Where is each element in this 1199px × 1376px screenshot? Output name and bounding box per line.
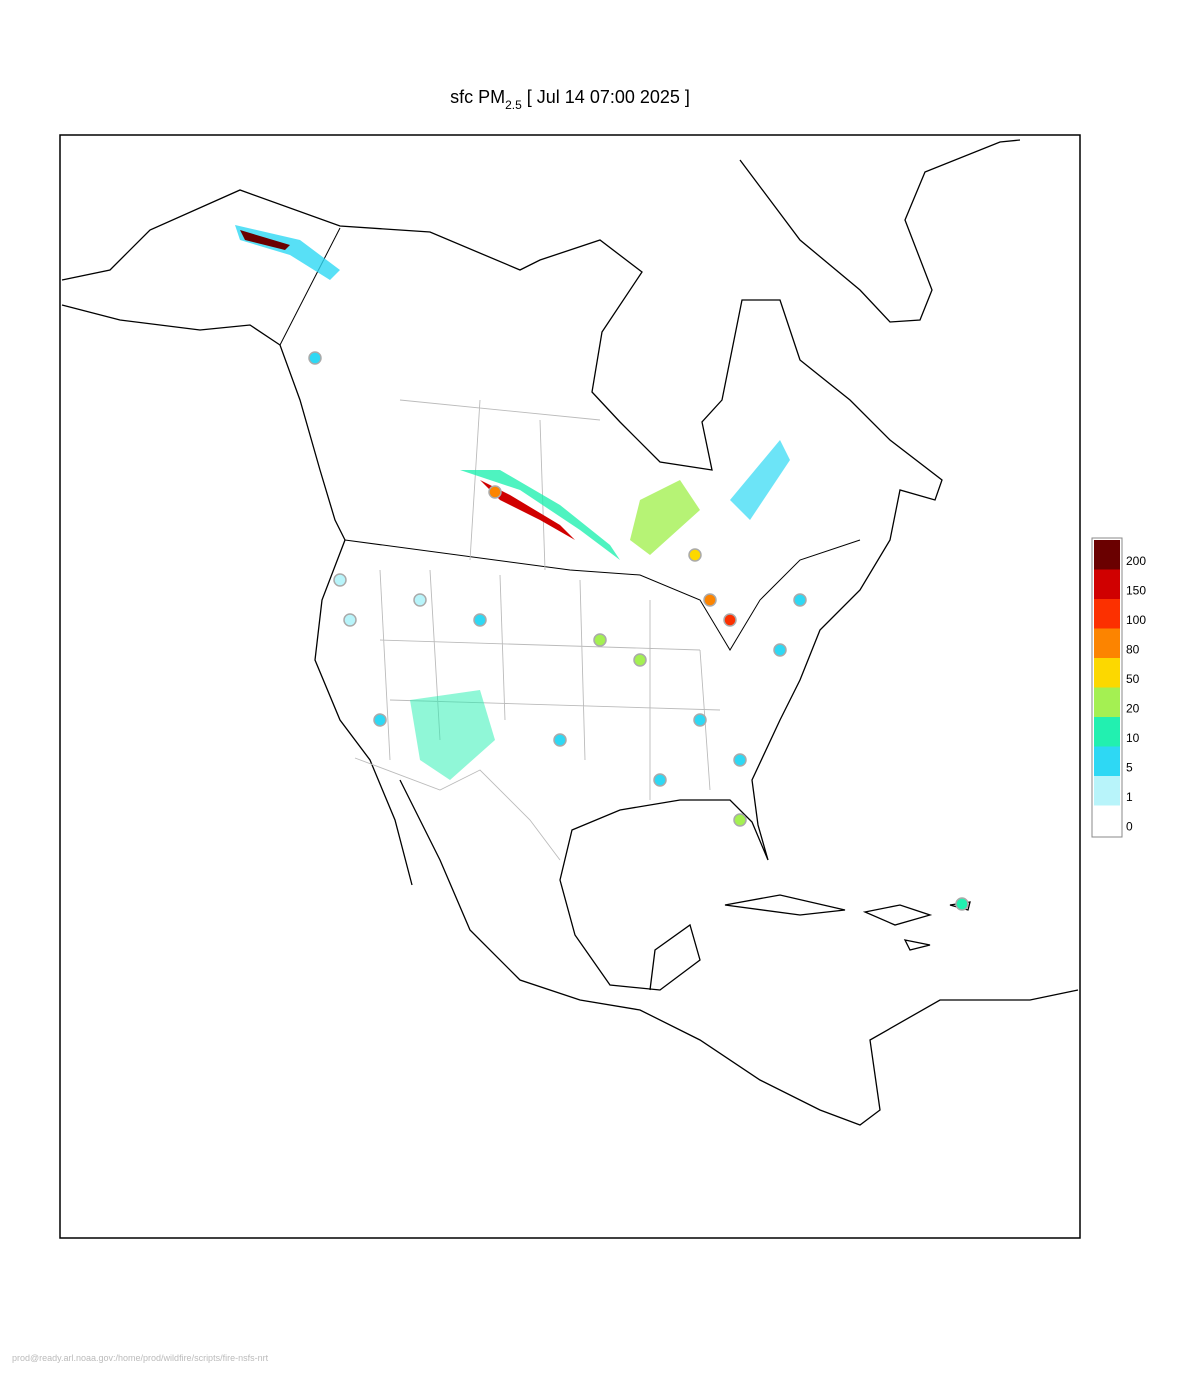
station-dot	[723, 613, 737, 627]
plume	[630, 480, 700, 555]
us-canada-border	[344, 539, 861, 651]
station-dot	[308, 351, 322, 365]
title-subscript: 2.5	[505, 98, 522, 112]
map-frame	[59, 134, 1081, 1239]
station-dot	[693, 713, 707, 727]
station-dot	[703, 593, 717, 607]
title-suffix: [ Jul 14 07:00 2025 ]	[527, 87, 690, 107]
colorbar-label: 20	[1126, 702, 1140, 716]
colorbar-box	[1094, 717, 1120, 747]
colorbar-box	[1094, 746, 1120, 776]
plume	[480, 480, 575, 540]
colorbar-label: 50	[1126, 672, 1140, 686]
caribbean-islands	[724, 894, 971, 951]
colorbar-box	[1094, 569, 1120, 599]
colorbar-label: 200	[1126, 554, 1146, 568]
station-dot	[633, 653, 647, 667]
station-dot	[733, 813, 747, 827]
station-dot	[333, 573, 347, 587]
colorbar-label: 150	[1126, 584, 1146, 598]
greenland-coastline	[739, 139, 1021, 323]
colorbar-box	[1094, 658, 1120, 688]
station-dot	[488, 485, 502, 499]
station-dot	[413, 593, 427, 607]
map	[59, 134, 1081, 1239]
colorbar-box	[1094, 776, 1120, 806]
footer-path: prod@ready.arl.noaa.gov:/home/prod/wildf…	[12, 1353, 269, 1363]
station-dot	[793, 593, 807, 607]
station-dot	[473, 613, 487, 627]
station-dot	[593, 633, 607, 647]
title-prefix: sfc PM	[450, 87, 505, 107]
plume	[730, 440, 790, 520]
colorbar-box	[1094, 687, 1120, 717]
colorbar-label: 10	[1126, 731, 1140, 745]
station-dot	[688, 548, 702, 562]
station-dot	[733, 753, 747, 767]
colorbar-label: 5	[1126, 761, 1133, 775]
station-dot	[773, 643, 787, 657]
station-dot	[373, 713, 387, 727]
plume	[240, 230, 290, 250]
station-dot	[553, 733, 567, 747]
colorbar-box	[1094, 599, 1120, 629]
map-title: sfc PM2.5 [ Jul 14 07:00 2025 ]	[450, 87, 690, 112]
colorbar: 0 1 5 10 20 50 80 100 150 200	[1091, 537, 1146, 838]
colorbar-label: 1	[1126, 790, 1133, 804]
colorbar-label: 0	[1126, 820, 1133, 834]
station-dot	[653, 773, 667, 787]
smoke-plumes	[235, 225, 790, 780]
alaska-border	[279, 227, 341, 346]
station-dot	[343, 613, 357, 627]
coastline	[61, 189, 1079, 1126]
colorbar-box	[1094, 805, 1120, 835]
colorbar-label: 80	[1126, 643, 1140, 657]
station-dots	[308, 351, 969, 911]
colorbar-box	[1094, 628, 1120, 658]
colorbar-box	[1094, 540, 1120, 570]
station-dot	[955, 897, 969, 911]
colorbar-label: 100	[1126, 613, 1146, 627]
plume	[410, 690, 495, 780]
us-mexico-border	[354, 757, 561, 861]
